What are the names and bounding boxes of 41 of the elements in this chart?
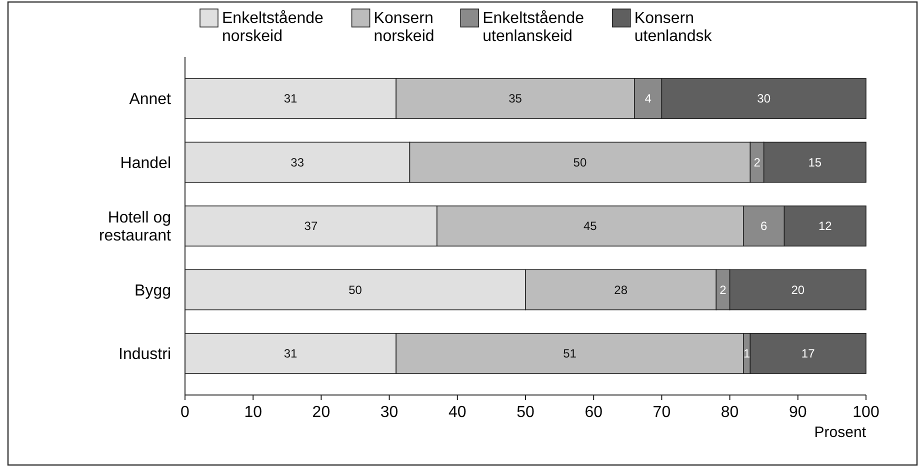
x-tick-label: 70 [652,404,671,421]
x-tick-label: 20 [312,404,330,421]
x-tick-label: 40 [448,404,466,421]
y-tick-label: Handel [120,154,171,172]
legend-label: Enkeltstående utenlanskeid [482,10,584,45]
data-label: 50 [573,155,587,170]
x-tick-label: 60 [584,404,603,421]
y-tick-label: Hotell og restaurant [98,210,172,245]
data-label: 37 [304,219,318,234]
data-label: 1 [743,346,750,361]
x-tick-label: 0 [180,404,190,421]
legend-label: Konsern norskeid [374,10,434,45]
data-label: 2 [754,155,761,170]
data-label: 33 [290,155,304,170]
data-label: 31 [284,92,298,106]
data-label: 35 [508,92,522,106]
x-tick-label: 90 [789,404,807,421]
y-tick-label: Bygg [134,282,171,300]
data-label: 20 [791,282,805,297]
data-label: 51 [563,346,577,361]
data-label: 30 [757,92,771,106]
data-label: 31 [284,346,298,361]
x-tick-label: 100 [852,404,880,421]
data-label: 15 [808,155,822,170]
x-tick-label: 10 [244,404,262,421]
data-label: 17 [801,346,816,361]
data-label: 12 [818,219,832,234]
data-label: 6 [760,219,768,234]
y-tick-label: Industri [118,346,171,364]
legend-label: Konsern utenlandsk [634,10,713,45]
x-tick-label: 30 [380,404,398,421]
data-label: 50 [348,282,362,297]
data-label: 28 [614,282,628,297]
x-tick-label: 50 [516,404,534,421]
y-tick-label: Annet [129,91,172,108]
data-label: 4 [644,92,652,106]
x-tick-label: 80 [720,404,739,421]
legend-label: Enkeltstående norskeid [222,10,324,45]
data-label: 45 [584,219,598,234]
x-axis-title: Prosent [814,424,867,441]
data-label: 2 [720,282,727,297]
